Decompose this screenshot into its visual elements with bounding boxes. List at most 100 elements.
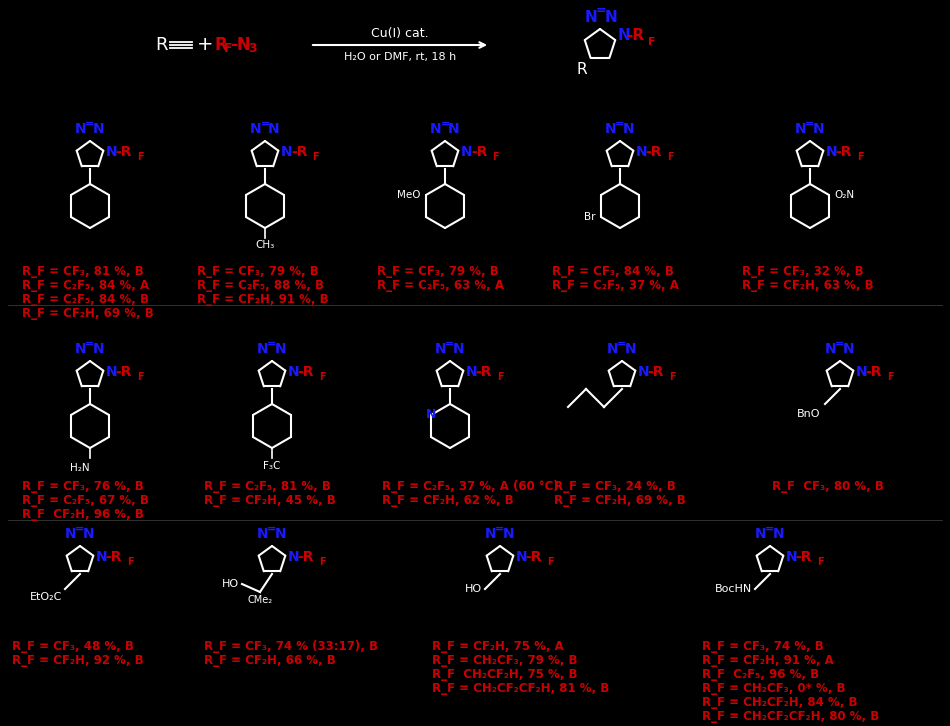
Text: N: N (795, 122, 807, 136)
Text: N: N (430, 122, 442, 136)
Text: -R: -R (297, 365, 314, 379)
Text: =: = (267, 339, 276, 349)
Text: N: N (93, 342, 104, 356)
Text: R_F = CF₂H, 62 %, B: R_F = CF₂H, 62 %, B (382, 494, 514, 507)
Text: N: N (466, 365, 478, 379)
Text: R_F = CF₂H, 91 %, A: R_F = CF₂H, 91 %, A (702, 654, 834, 667)
Text: =: = (766, 524, 774, 534)
Text: F: F (312, 152, 318, 162)
Text: R_F = CF₂H, 92 %, B: R_F = CF₂H, 92 %, B (12, 654, 143, 667)
Text: N: N (826, 145, 838, 159)
Text: R_F = C₂F₅, 37 %, A: R_F = C₂F₅, 37 %, A (552, 279, 679, 292)
Text: N: N (755, 527, 767, 541)
Text: R_F = CF₃, 81 %, B: R_F = CF₃, 81 %, B (22, 265, 143, 278)
Text: N: N (106, 145, 118, 159)
Text: -R: -R (105, 550, 123, 564)
Text: R_F = C₂F₅, 81 %, B: R_F = C₂F₅, 81 %, B (204, 480, 331, 493)
Text: N: N (96, 550, 107, 564)
Text: R: R (215, 36, 228, 54)
Text: F: F (546, 557, 553, 567)
Text: N: N (453, 342, 465, 356)
Text: N: N (276, 342, 287, 356)
Text: BnO: BnO (796, 409, 820, 419)
Text: F: F (669, 372, 675, 382)
Text: -R: -R (646, 145, 662, 159)
Text: N: N (638, 365, 650, 379)
Text: F: F (648, 37, 656, 47)
Text: =: = (618, 339, 627, 349)
Text: R_F = CH₂CF₂H, 84 %, B: R_F = CH₂CF₂H, 84 %, B (702, 696, 858, 709)
Text: R_F = CF₃, 74 % (33:17), B: R_F = CF₃, 74 % (33:17), B (204, 640, 378, 653)
Text: R_F = CF₂H, 69 %, B: R_F = CF₂H, 69 %, B (554, 494, 686, 507)
Text: N: N (448, 122, 460, 136)
Text: F₃C: F₃C (263, 461, 280, 471)
Text: -R: -R (116, 365, 132, 379)
Text: N: N (426, 409, 436, 422)
Text: N: N (250, 122, 262, 136)
Text: +: + (197, 36, 213, 54)
Text: N: N (106, 365, 118, 379)
Text: =: = (267, 524, 276, 534)
Text: R_F = CF₂H, 66 %, B: R_F = CF₂H, 66 %, B (204, 654, 335, 667)
Text: R_F = CH₂CF₃, 0* %, B: R_F = CH₂CF₃, 0* %, B (702, 682, 846, 695)
Text: N: N (257, 342, 269, 356)
Text: N: N (461, 145, 473, 159)
Text: =: = (495, 524, 504, 534)
Text: N: N (504, 527, 515, 541)
Text: N: N (773, 527, 785, 541)
Text: N: N (618, 28, 631, 43)
Text: R_F = CF₂H, 45 %, B: R_F = CF₂H, 45 %, B (204, 494, 335, 507)
Text: R_F = C₂F₅, 84 %, B: R_F = C₂F₅, 84 %, B (22, 293, 149, 306)
Text: -R: -R (476, 365, 492, 379)
Text: -R: -R (291, 145, 307, 159)
Text: R_F  CF₃, 80 %, B: R_F CF₃, 80 %, B (772, 480, 884, 493)
Text: -R: -R (116, 145, 132, 159)
Text: N: N (856, 365, 867, 379)
Text: =: = (86, 339, 95, 349)
Text: =: = (260, 119, 270, 129)
Text: =: = (596, 4, 606, 17)
Text: N: N (288, 365, 300, 379)
Text: 3: 3 (248, 43, 256, 55)
Text: R_F = CF₃, 76 %, B: R_F = CF₃, 76 %, B (22, 480, 143, 493)
Text: -R: -R (836, 145, 852, 159)
Text: N: N (93, 122, 104, 136)
Text: O₂N: O₂N (834, 190, 854, 200)
Text: =: = (441, 119, 449, 129)
Text: N: N (485, 527, 497, 541)
Text: =: = (75, 524, 85, 534)
Text: -N: -N (230, 36, 251, 54)
Text: R_F = C₂F₅, 63 %, A: R_F = C₂F₅, 63 %, A (377, 279, 504, 292)
Text: R_F = CF₂H, 91 %, B: R_F = CF₂H, 91 %, B (197, 293, 329, 306)
Text: F: F (492, 152, 499, 162)
Text: R: R (156, 36, 168, 54)
Text: F: F (886, 372, 893, 382)
Text: R_F = CH₂CF₂CF₂H, 81 %, B: R_F = CH₂CF₂CF₂H, 81 %, B (432, 682, 609, 695)
Text: R_F = C₂F₅, 84 %, A: R_F = C₂F₅, 84 %, A (22, 279, 149, 292)
Text: R_F = CF₃, 79 %, B: R_F = CF₃, 79 %, B (197, 265, 319, 278)
Text: R_F = CF₃, 84 %, B: R_F = CF₃, 84 %, B (552, 265, 674, 278)
Text: R_F = C₂F₅, 88 %, B: R_F = C₂F₅, 88 %, B (197, 279, 324, 292)
Text: N: N (625, 342, 636, 356)
Text: R_F = CF₃, 24 %, B: R_F = CF₃, 24 %, B (554, 480, 675, 493)
Text: N: N (636, 145, 648, 159)
Text: H₂N: H₂N (70, 463, 90, 473)
Text: N: N (604, 9, 618, 25)
Text: R_F  C₂F₅, 96 %, B: R_F C₂F₅, 96 %, B (702, 668, 819, 681)
Text: N: N (75, 342, 86, 356)
Text: N: N (584, 9, 598, 25)
Text: R_F = CF₃, 32 %, B: R_F = CF₃, 32 %, B (742, 265, 864, 278)
Text: N: N (623, 122, 635, 136)
Text: -R: -R (865, 365, 883, 379)
Text: EtO₂C: EtO₂C (29, 592, 62, 602)
Text: N: N (75, 122, 86, 136)
Text: F: F (857, 152, 864, 162)
Text: F: F (318, 557, 325, 567)
Text: =: = (835, 339, 845, 349)
Text: R_F = CF₂H, 75 %, A: R_F = CF₂H, 75 %, A (432, 640, 563, 653)
Text: N: N (607, 342, 618, 356)
Text: BocHN: BocHN (714, 584, 752, 594)
Text: =: = (446, 339, 455, 349)
Text: =: = (616, 119, 625, 129)
Text: R_F = CF₂H, 63 %, B: R_F = CF₂H, 63 %, B (742, 279, 874, 292)
